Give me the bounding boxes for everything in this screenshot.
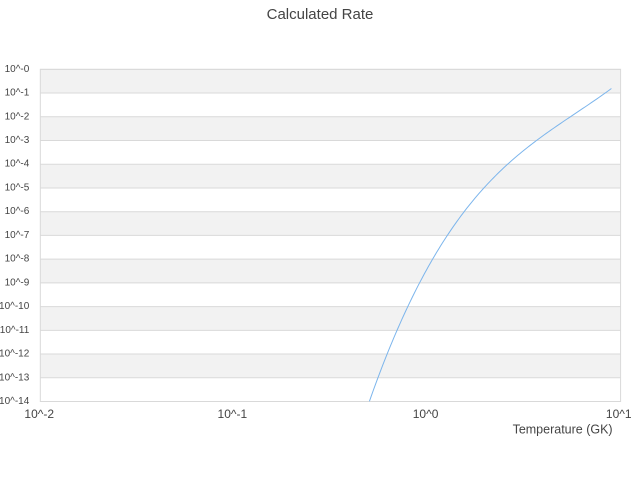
svg-text:10^-12: 10^-12	[0, 349, 30, 360]
svg-text:10^-7: 10^-7	[5, 230, 30, 241]
svg-text:10^-1: 10^-1	[218, 407, 248, 421]
svg-text:10^-11: 10^-11	[0, 325, 30, 336]
svg-text:10^-0: 10^-0	[5, 64, 30, 75]
svg-text:10^-4: 10^-4	[5, 159, 30, 170]
svg-text:10^-8: 10^-8	[5, 254, 30, 265]
svg-text:10^0: 10^0	[413, 407, 439, 421]
svg-text:10^1: 10^1	[606, 407, 632, 421]
svg-text:10^-6: 10^-6	[5, 206, 30, 217]
svg-text:10^-2: 10^-2	[5, 111, 30, 122]
svg-text:10^-1: 10^-1	[5, 88, 30, 99]
svg-text:10^-9: 10^-9	[5, 277, 30, 288]
svg-text:10^-3: 10^-3	[5, 135, 30, 146]
svg-text:10^-14: 10^-14	[0, 396, 30, 407]
svg-text:10^-5: 10^-5	[5, 182, 30, 193]
svg-text:10^-2: 10^-2	[24, 407, 54, 421]
svg-text:Temperature (GK): Temperature (GK)	[513, 423, 613, 437]
svg-text:10^-13: 10^-13	[0, 372, 30, 383]
svg-text:10^-10: 10^-10	[0, 301, 30, 312]
